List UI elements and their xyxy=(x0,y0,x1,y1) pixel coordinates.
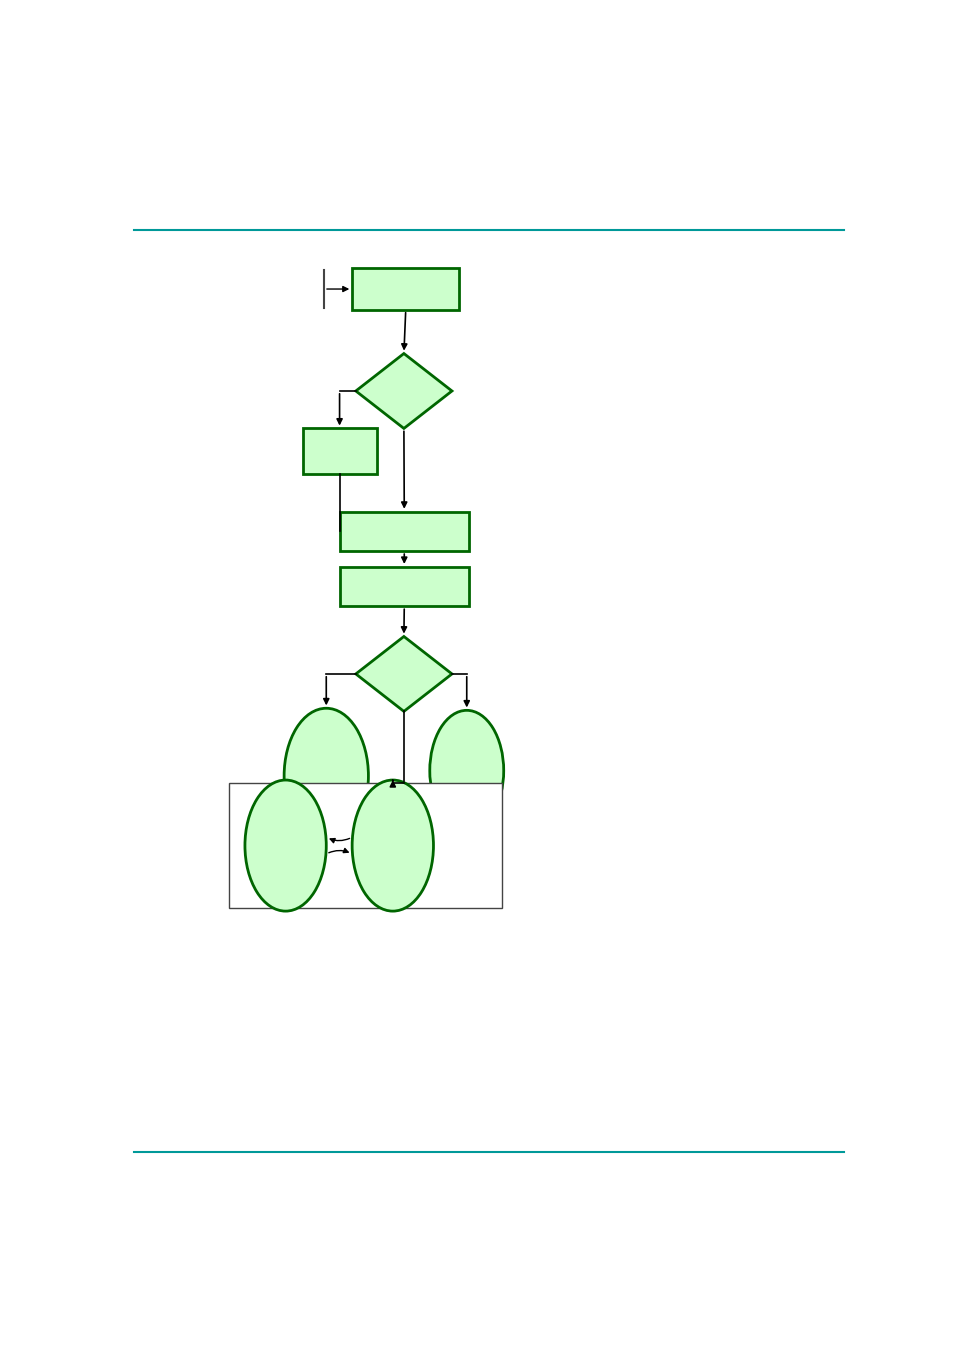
Bar xyxy=(229,784,501,908)
Bar xyxy=(339,567,469,607)
Ellipse shape xyxy=(429,711,503,831)
Bar xyxy=(352,269,459,309)
Ellipse shape xyxy=(352,780,433,911)
Ellipse shape xyxy=(284,708,368,843)
Polygon shape xyxy=(355,354,452,428)
Polygon shape xyxy=(355,636,452,712)
Bar xyxy=(339,512,469,551)
Bar xyxy=(302,428,376,474)
Ellipse shape xyxy=(245,780,326,911)
